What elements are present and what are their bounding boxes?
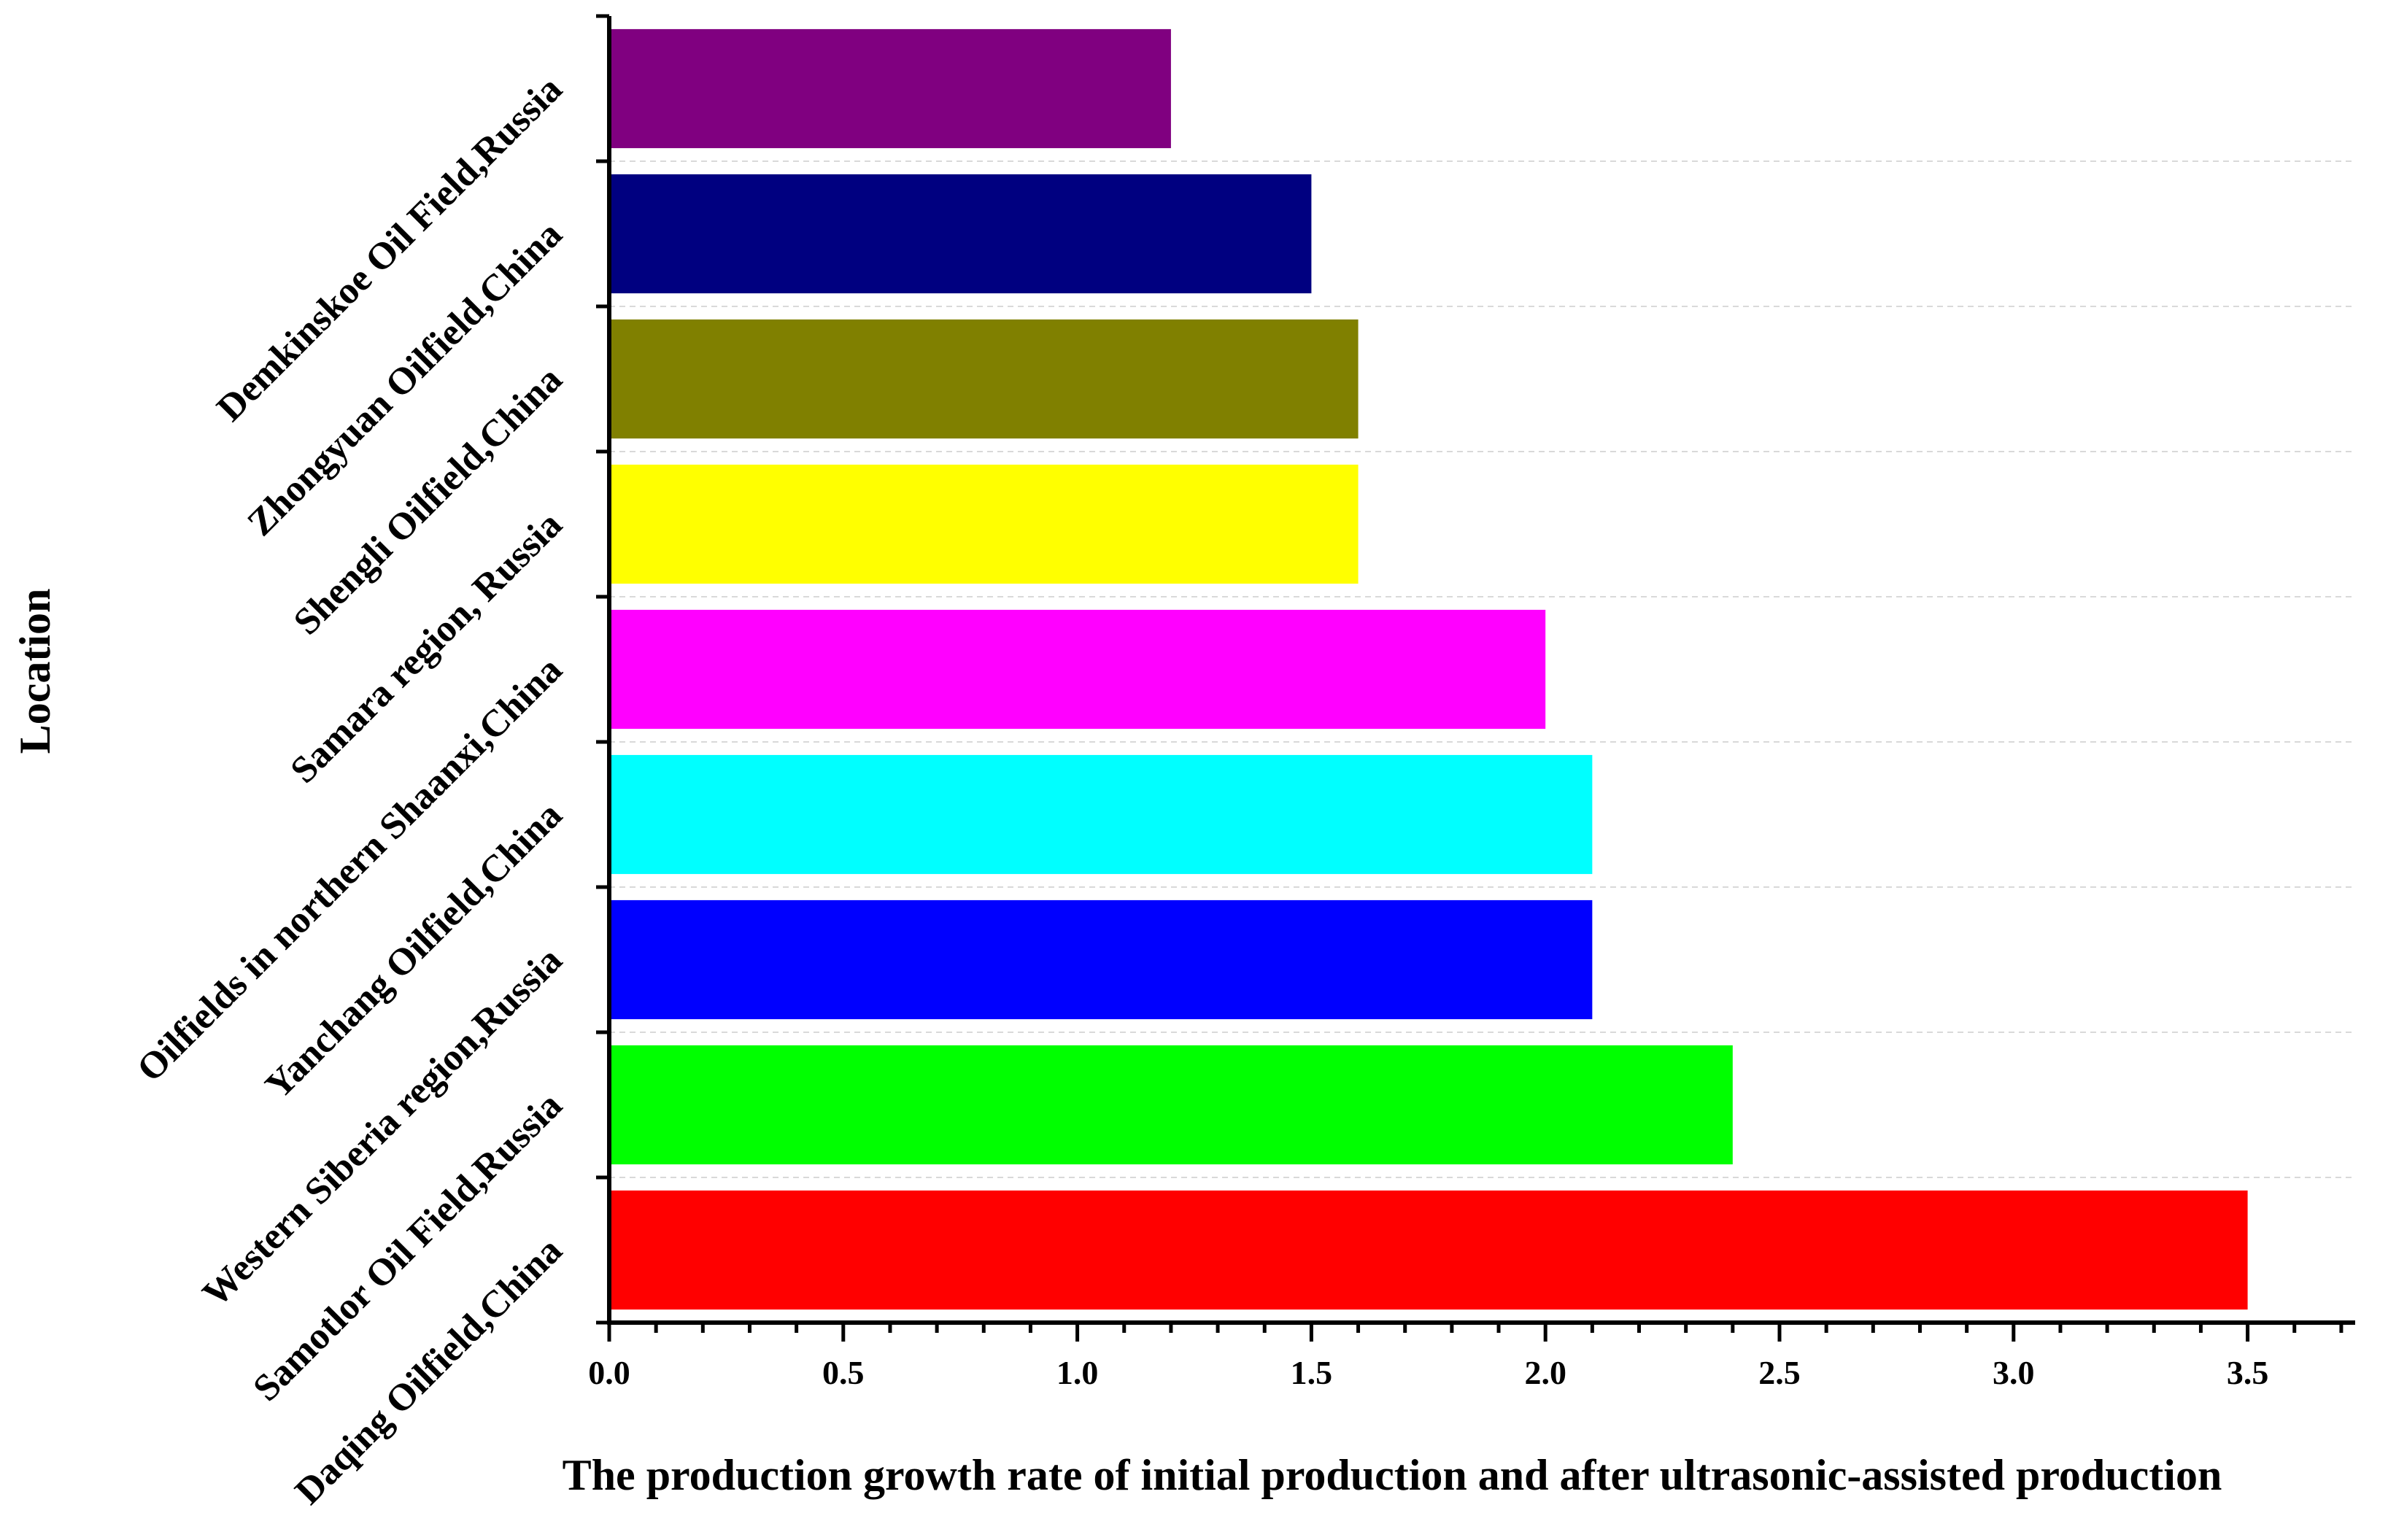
- bar: [609, 464, 1359, 584]
- category-label: Yanchang Oilfield,China: [258, 794, 571, 1107]
- x-axis-title: The production growth rate of initial pr…: [563, 1451, 2222, 1499]
- bar: [609, 319, 1359, 439]
- bar: [609, 899, 1593, 1020]
- x-tick-label: 2.0: [1524, 1354, 1566, 1391]
- x-tick-label: 2.5: [1758, 1354, 1801, 1391]
- bar: [609, 174, 1312, 294]
- x-tick-label: 3.0: [1993, 1354, 2035, 1391]
- x-tick-label: 1.5: [1291, 1354, 1333, 1391]
- category-label: Samara region, Russia: [282, 504, 570, 792]
- x-tick-label: 3.5: [2227, 1354, 2269, 1391]
- bar: [609, 1190, 2248, 1310]
- x-tick-label: 0.0: [588, 1354, 630, 1391]
- x-tick-label: 0.5: [822, 1354, 865, 1391]
- bar: [609, 28, 1171, 149]
- y-axis-title: Location: [11, 589, 59, 754]
- axes: [596, 14, 2355, 1342]
- bar: [609, 754, 1593, 875]
- gridlines: [609, 160, 2355, 1178]
- category-label: Shengli Oilfield,China: [286, 359, 571, 643]
- category-label: Daqing Oilfield,China: [287, 1230, 571, 1513]
- bars: [609, 28, 2248, 1310]
- x-tick-label: 1.0: [1056, 1354, 1099, 1391]
- bar: [609, 609, 1546, 730]
- bar: [609, 1045, 1733, 1165]
- category-label: Samotlor Oil Field,Russia: [245, 1085, 570, 1409]
